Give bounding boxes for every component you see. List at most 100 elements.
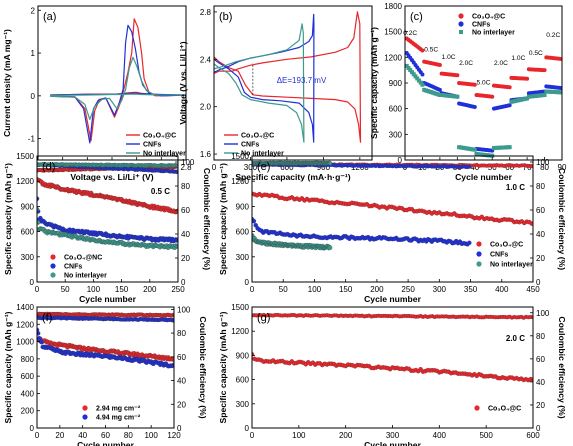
legend-label: CNFs (64, 264, 82, 271)
rate-label: 0.5C (529, 50, 543, 57)
point-c-2 (411, 72, 416, 77)
legend-swatch (459, 30, 463, 34)
point-c-2 (406, 65, 411, 70)
point-c-2 (560, 90, 562, 95)
y-axis-label-a: Current density (mA mg⁻¹) (2, 29, 12, 137)
x-tick-label-c: 90 (558, 163, 567, 172)
point-c-0 (437, 63, 442, 68)
plot-area-b (214, 11, 362, 143)
series-line-a-1 (50, 24, 186, 144)
y2-tick-label-d: 80 (181, 182, 190, 191)
y2-tick-label-e: 100 (536, 158, 550, 167)
y2-axis-label-d: Coulombic efficiency (%) (202, 168, 212, 270)
y-tick-label-e: 600 (236, 228, 250, 237)
y2-axis-label-g: Coulombic efficiency (%) (557, 316, 567, 418)
x-tick-label-g: 400 (433, 431, 447, 440)
y-tick-label-e: 0 (245, 278, 250, 287)
legend-swatch (476, 261, 482, 267)
series-d-2 (37, 161, 178, 250)
point-c-0 (420, 48, 425, 53)
y2-tick-label-d: 40 (181, 230, 190, 239)
plot-area-a (50, 18, 186, 144)
legend-swatch (50, 272, 56, 278)
y-tick-label-c: 1200 (384, 53, 402, 62)
capacity-point-e-1 (467, 240, 472, 246)
series-a-1 (50, 24, 186, 144)
x-tick-label-f: 100 (144, 431, 158, 440)
series-line-a-0 (50, 18, 186, 142)
series-line-b-0 (214, 11, 362, 143)
legend-swatch (476, 241, 482, 247)
legend-label: No interlayer (241, 151, 284, 158)
rate-label: 0.5C (424, 46, 438, 53)
legend-label: No interlayer (490, 262, 533, 269)
y-axis-label-e: Specific capacity (mAh g⁻¹) (218, 163, 228, 275)
point-c-2 (542, 92, 547, 97)
legend-label: CNFs (490, 252, 508, 259)
point-c-2 (405, 63, 409, 68)
x-tick-label-f: 40 (78, 431, 87, 440)
x-tick-label-f: 120 (167, 431, 181, 440)
x-tick-label-c: 50 (488, 163, 497, 172)
axes-frame-e (251, 155, 534, 283)
x-tick-label-e: 250 (401, 285, 415, 294)
rate-label: 5.0C (477, 80, 491, 87)
y-tick-label-a: 0 (31, 92, 36, 101)
y-tick-label-b: 2.8 (200, 8, 212, 17)
series-b-0 (214, 11, 362, 143)
y-tick-label-d: 300 (21, 253, 35, 262)
panel-f: 0 20 40 60 80 100 1200200400600800100012001400… (3, 303, 208, 446)
y-tick-label-g: 1200 (231, 327, 249, 336)
plot-area-c (405, 36, 562, 158)
annotation-b: ΔE=193.7 mV (277, 76, 327, 85)
x-tick-label-d: 100 (87, 285, 101, 294)
x-tick-label-g: 500 (479, 431, 493, 440)
y2-tick-label-g: 100 (536, 309, 550, 318)
y-tick-label-b: 1.6 (200, 150, 212, 159)
y-tick-label-f: 800 (21, 355, 35, 364)
legend-label: 2.94 mg cm⁻² (96, 406, 141, 413)
series-g-0 (252, 312, 533, 383)
point-c-0 (472, 82, 477, 87)
y2-tick-label-g: 80 (536, 332, 545, 341)
y-tick-label-g: 1500 (231, 303, 249, 312)
series-f-0 (37, 311, 174, 363)
capacity-point-e-0 (529, 221, 533, 226)
point-c-2 (420, 82, 425, 87)
y2-tick-label-g: 0 (536, 424, 541, 433)
capacity-point-d-2 (37, 220, 41, 225)
y-axis-label-g: Specific capacity (mAh g⁻¹) (218, 311, 228, 423)
point-c-0 (490, 94, 495, 99)
capacity-point-g-0 (530, 377, 533, 382)
point-c-2 (418, 80, 423, 85)
legend-label: 4.94 mg cm⁻² (96, 415, 141, 422)
y-tick-label-c: 1800 (384, 2, 402, 11)
x-tick-label-d: 150 (115, 285, 129, 294)
point-c-2 (507, 145, 512, 150)
y2-axis-label-f: Coulombic efficiency (%) (198, 316, 208, 418)
point-c-2 (472, 147, 477, 152)
plot-area-f (37, 311, 174, 369)
point-c-0 (507, 85, 512, 90)
x-tick-label-e: 400 (495, 285, 509, 294)
x-tick-label-c: 40 (470, 163, 479, 172)
y2-tick-label-f: 40 (177, 377, 186, 386)
legend-label: No interlayer (143, 151, 186, 158)
series-c-1 (405, 51, 562, 153)
legend-b: Co₃O₄@C CNFs No interlayer (224, 133, 284, 158)
x-axis-label-d: Cycle number (79, 294, 136, 304)
plot-area-d (37, 161, 178, 250)
panel-label-b: (b) (219, 11, 232, 23)
y-axis-label-b: Voltage (V vs. Li/Li⁺) (178, 41, 188, 124)
y2-tick-label-g: 60 (536, 355, 545, 364)
x-tick-label-d: 0 (35, 285, 40, 294)
point-c-0 (455, 73, 460, 78)
y2-tick-label-e: 20 (536, 254, 545, 263)
series-c-2 (405, 63, 562, 158)
legend-label: Co₃O₄@C (490, 242, 523, 249)
legend-g: Co₃O₄@C (474, 405, 521, 413)
panel-d: 0 50 100 150 200 2500300600900120015000204060… (3, 152, 212, 304)
y-tick-label-d: 1500 (16, 152, 34, 161)
point-c-1 (437, 87, 442, 92)
